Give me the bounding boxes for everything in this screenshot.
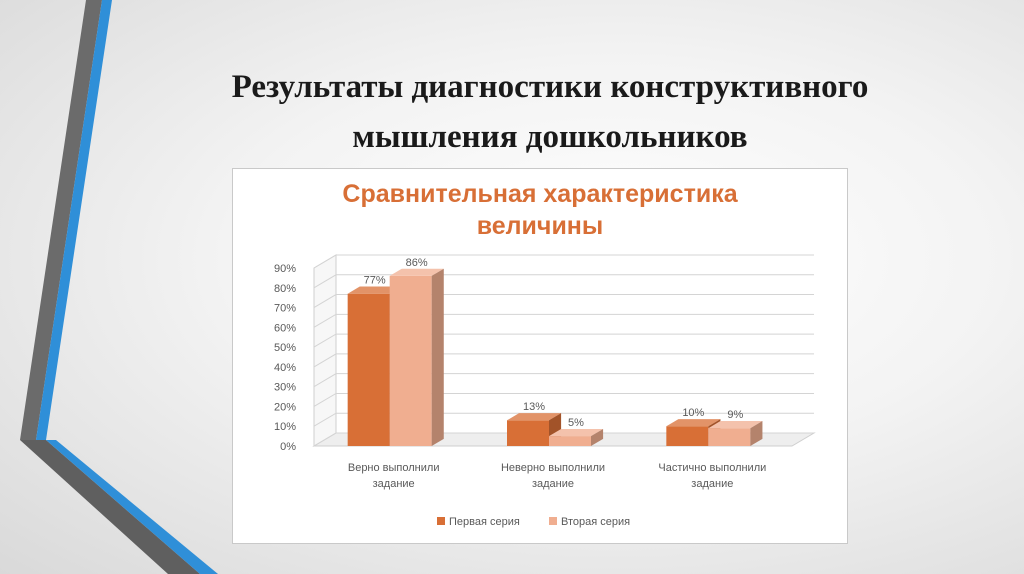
data-label: 77%: [364, 275, 386, 287]
bar-chart: 0% 10% 20% 30% 40% 50% 60% 70% 80% 90% 77% 86% Верно…: [274, 254, 816, 528]
bar-top: [666, 419, 721, 427]
bar-front: [507, 420, 549, 446]
gridline: [313, 313, 814, 328]
category-label: задание: [691, 478, 733, 490]
category-label: Верно выполнили: [348, 462, 440, 474]
y-tick-label: 40%: [274, 362, 296, 374]
y-tick-label: 30%: [274, 382, 296, 394]
chart-title-line-2: величины: [476, 212, 604, 240]
category-label: Неверно выполнили: [501, 462, 605, 474]
category-label: Частично выполнили: [658, 462, 766, 474]
y-tick-label: 20%: [274, 401, 296, 413]
slide-title: Результаты диагностики конструктивного м…: [150, 62, 950, 162]
bar-side: [750, 421, 763, 446]
category-label: задание: [532, 478, 574, 490]
y-tick-label: 90%: [274, 263, 296, 275]
slide-title-line-1: Результаты диагностики конструктивного: [231, 69, 869, 105]
gridline: [313, 254, 814, 269]
bar-top: [347, 286, 402, 294]
data-label: 9%: [727, 409, 743, 421]
gridline: [313, 294, 814, 308]
slide-title-line-2: мышления дошкольников: [352, 119, 748, 155]
gridline: [313, 432, 814, 447]
gridline: [313, 333, 814, 348]
chart-side-wall: [313, 254, 337, 447]
bar-front: [389, 275, 432, 446]
gridline: [313, 353, 814, 368]
data-label: 10%: [682, 407, 704, 419]
y-tick-label: 70%: [274, 303, 296, 315]
bar-top: [389, 268, 444, 276]
chart-title-line-1: Сравнительная характеристика: [342, 180, 738, 208]
category-label: задание: [373, 478, 415, 490]
bar-side: [431, 268, 444, 446]
gridline: [313, 412, 814, 427]
legend-swatch: [549, 517, 557, 525]
bar-top: [507, 413, 562, 421]
gridline: [313, 373, 814, 388]
bar-front: [549, 436, 591, 446]
chart-title: Сравнительная характеристика величины: [232, 178, 848, 242]
y-tick-label: 50%: [274, 342, 296, 354]
bar-side: [591, 428, 604, 446]
y-tick-label: 80%: [274, 283, 296, 295]
bar-front: [347, 293, 390, 446]
bar-front: [666, 426, 709, 446]
y-tick-label: 0%: [280, 441, 296, 453]
y-tick-label: 60%: [274, 322, 296, 334]
data-label: 13%: [523, 401, 545, 413]
y-tick-label: 10%: [274, 421, 296, 433]
bar-top: [549, 428, 604, 437]
gridline: [313, 274, 814, 289]
bar-top: [708, 421, 763, 429]
data-label: 86%: [406, 257, 428, 269]
gridline: [313, 392, 814, 407]
data-label: 5%: [568, 417, 584, 429]
bar-front: [708, 428, 751, 446]
legend-label: Вторая серия: [561, 516, 630, 528]
legend-swatch: [437, 517, 445, 525]
legend-label: Первая серия: [449, 516, 520, 528]
